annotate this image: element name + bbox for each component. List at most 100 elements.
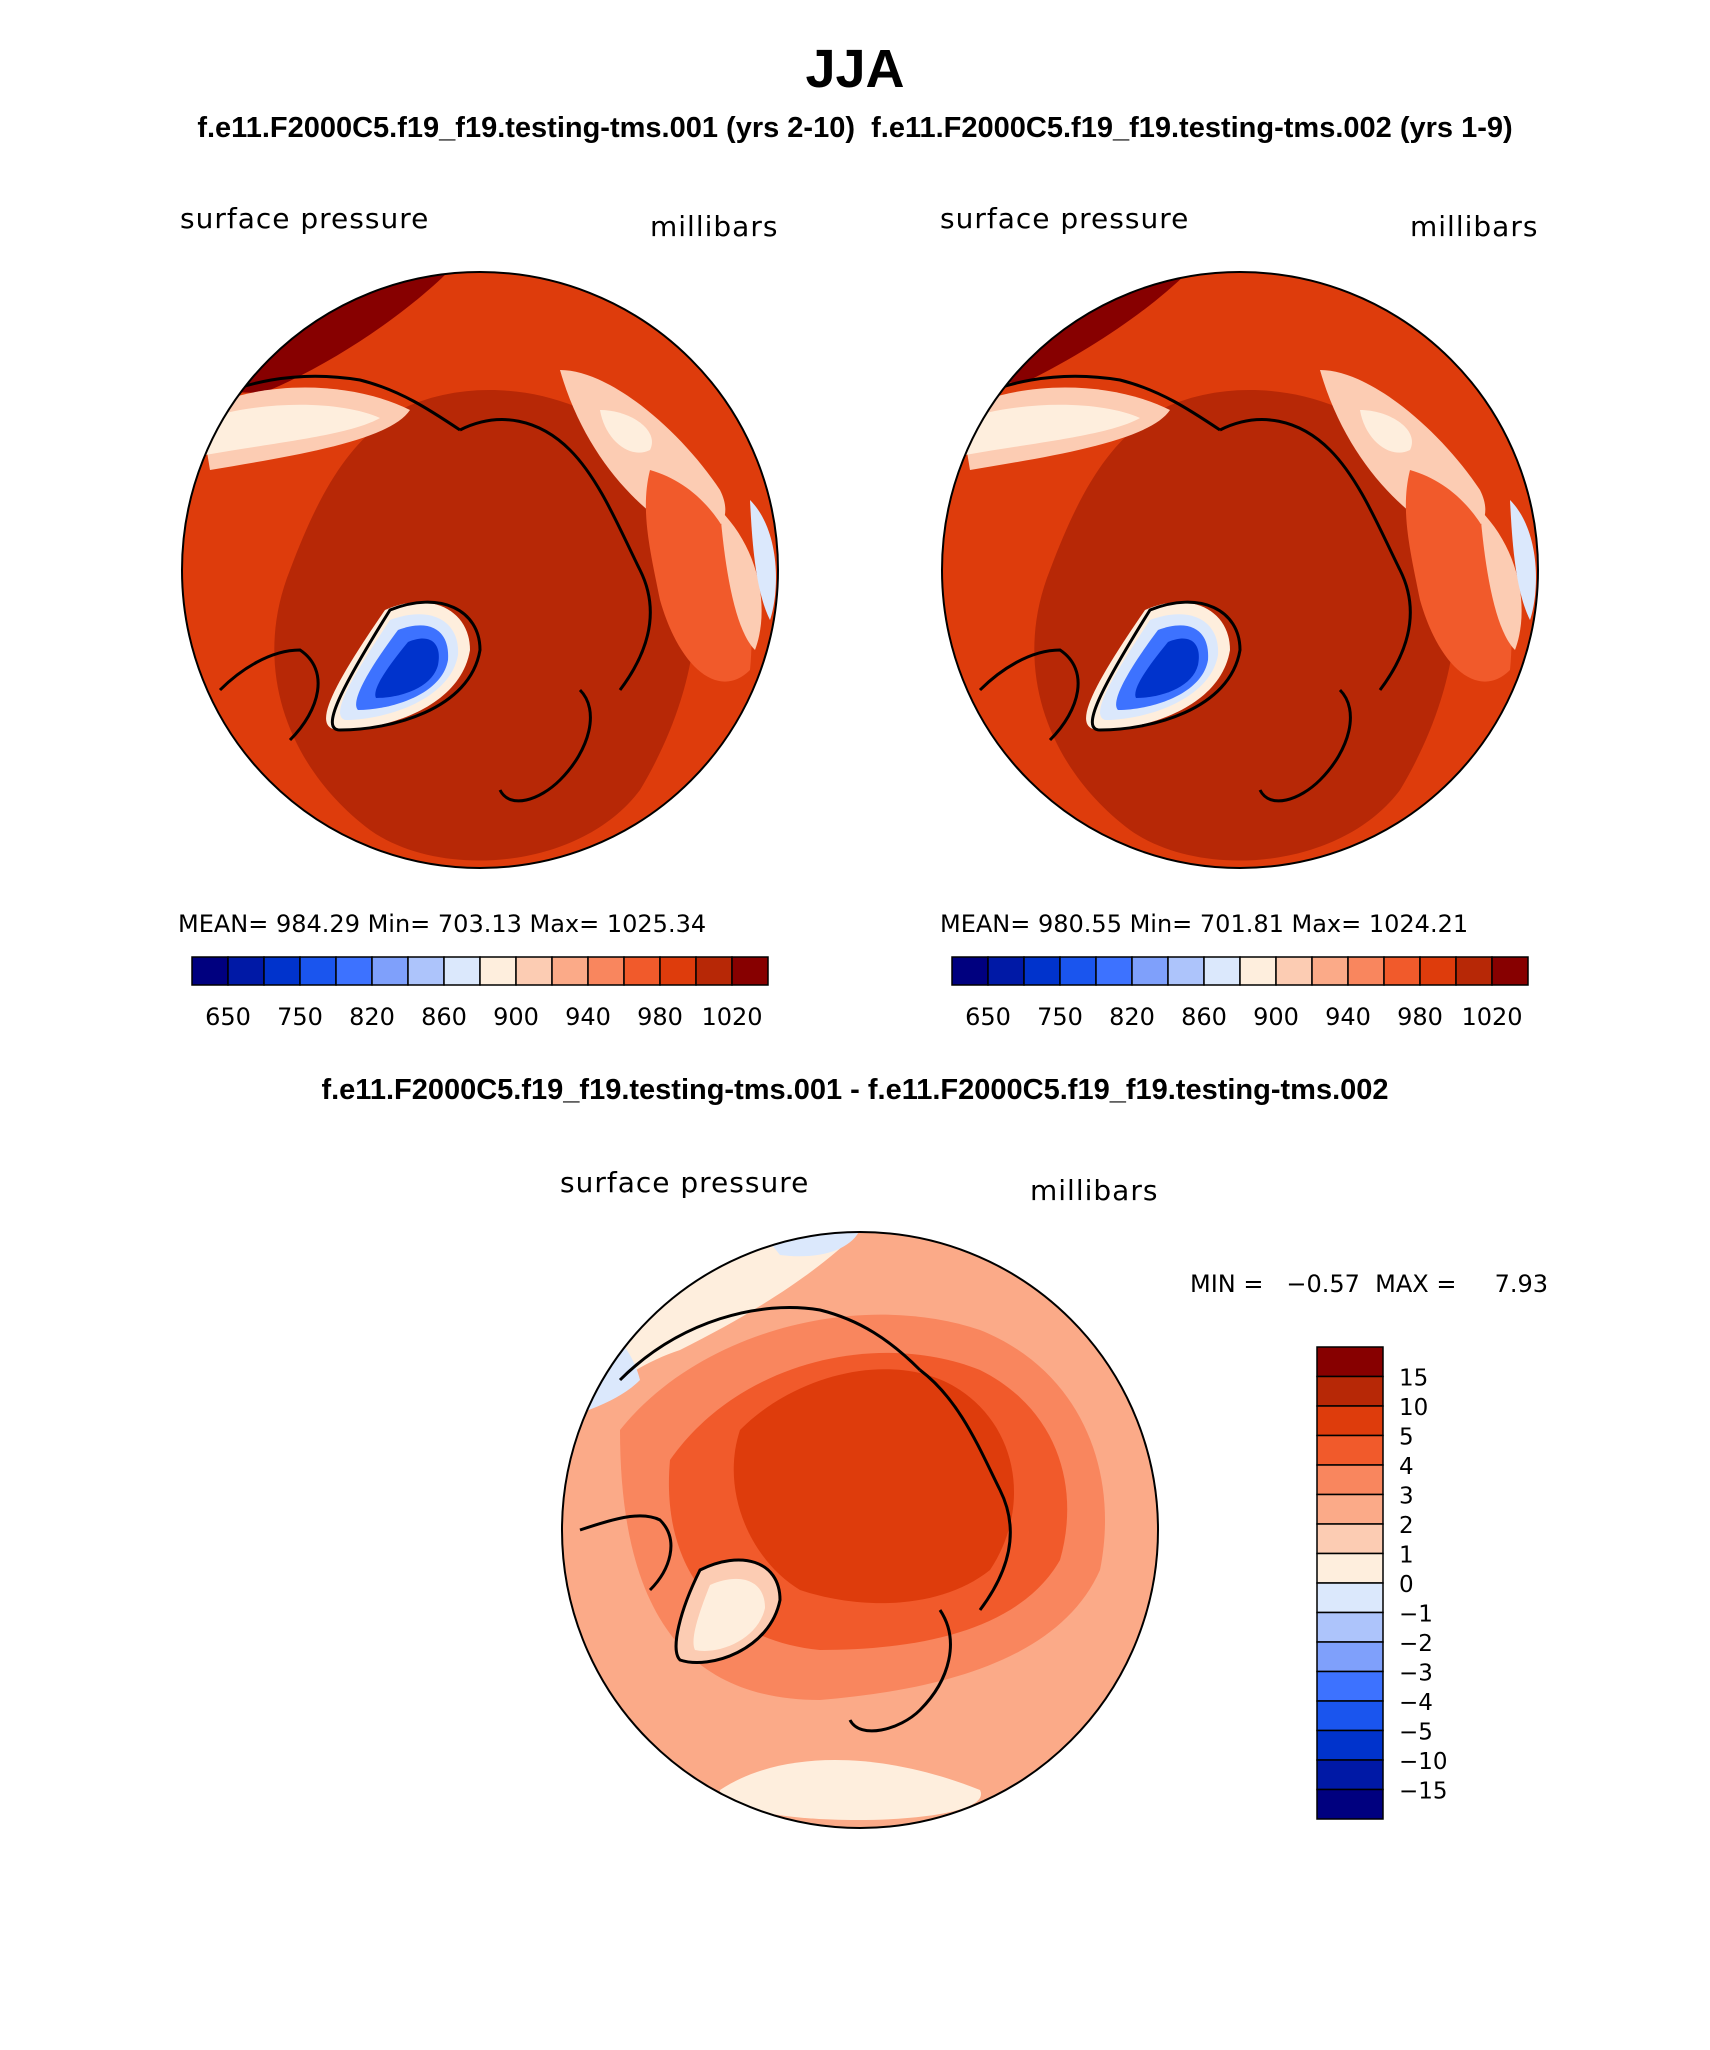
colorbar-cell xyxy=(1316,1464,1384,1496)
colorbar-cell xyxy=(587,956,625,986)
colorbar-tick-label: −3 xyxy=(1399,1661,1433,1687)
colorbar-cell xyxy=(551,956,589,986)
colorbar-tick-label: 0 xyxy=(1399,1572,1414,1598)
colorbar-cell xyxy=(1316,1641,1384,1673)
colorbar-cell xyxy=(1275,956,1313,986)
colorbar-cell xyxy=(623,956,661,986)
colorbar-tick-label: 4 xyxy=(1399,1454,1414,1480)
map-panel-1 xyxy=(181,271,779,869)
colorbar-tick-label: 750 xyxy=(1037,1003,1083,1031)
p1-coastlines xyxy=(189,374,652,803)
colorbar-cell xyxy=(299,956,337,986)
subtitle-left: f.e11.F2000C5.f19_f19.testing-tms.001 (y… xyxy=(197,112,855,144)
panel1-units-label: millibars xyxy=(650,210,779,243)
difference-title: f.e11.F2000C5.f19_f19.testing-tms.001 - … xyxy=(321,1074,1389,1106)
colorbar-tick-label: −10 xyxy=(1399,1749,1448,1775)
colorbar-cell xyxy=(263,956,301,986)
colorbar-tick-label: 860 xyxy=(1181,1003,1227,1031)
colorbar-panel-2: 650 750 820 860 900 940 980 1020 xyxy=(951,956,1529,1031)
panel1-stats: MEAN= 984.29 Min= 703.13 Max= 1025.34 xyxy=(178,910,707,938)
colorbar-cell xyxy=(227,956,265,986)
colorbar-cell xyxy=(951,956,989,986)
colorbar-panel-1: 650 750 820 860 900 940 980 1020 xyxy=(191,956,769,1031)
colorbar-tick-label: −15 xyxy=(1399,1779,1448,1805)
colorbar-tick-label: 900 xyxy=(493,1003,539,1031)
colorbar-tick-label: 650 xyxy=(965,1003,1011,1031)
colorbar-cell xyxy=(1316,1552,1384,1584)
p1-field-central-high xyxy=(274,390,697,861)
colorbar-cell xyxy=(1316,1493,1384,1525)
colorbar-tick-label: 820 xyxy=(1109,1003,1155,1031)
colorbar-cell xyxy=(1419,956,1457,986)
map-panel-difference xyxy=(561,1231,1159,1829)
colorbar-tick-label: 750 xyxy=(277,1003,323,1031)
colorbar-tick-label: 1 xyxy=(1399,1543,1414,1569)
p2-field-e-light xyxy=(1480,510,1522,650)
colorbar-tick-label: 3 xyxy=(1399,1484,1414,1510)
colorbar-tick-label: 2 xyxy=(1399,1513,1414,1539)
colorbar-tick-label: −5 xyxy=(1399,1720,1433,1746)
colorbar-cell xyxy=(1059,956,1097,986)
panel3-units-label: millibars xyxy=(1030,1174,1159,1207)
panel3-minmax: MIN = −0.57 MAX = 7.93 xyxy=(1190,1270,1549,1298)
colorbar-cell xyxy=(1131,956,1169,986)
colorbar-tick-label: 940 xyxy=(1325,1003,1371,1031)
colorbar-tick-label: 10 xyxy=(1399,1395,1428,1421)
colorbar-cell xyxy=(731,956,769,986)
p2-field-ne-pale xyxy=(1360,410,1412,453)
colorbar-cell xyxy=(1167,956,1205,986)
colorbar-cell xyxy=(1491,956,1529,986)
p3-field-core xyxy=(733,1369,1014,1604)
colorbar-tick-label: 650 xyxy=(205,1003,251,1031)
colorbar-cell xyxy=(1316,1405,1384,1437)
colorbar-cell xyxy=(1383,956,1421,986)
colorbar-cell xyxy=(987,956,1025,986)
colorbar-cell xyxy=(1347,956,1385,986)
colorbar-cell xyxy=(1316,1670,1384,1702)
colorbar-cell xyxy=(335,956,373,986)
p1-field-pale-band xyxy=(200,404,380,455)
colorbar-cell xyxy=(1203,956,1241,986)
colorbar-tick-label: 980 xyxy=(637,1003,683,1031)
colorbar-tick-label: 900 xyxy=(1253,1003,1299,1031)
p2-field-greenland-core xyxy=(1135,638,1199,698)
colorbar-tick-label: 15 xyxy=(1399,1366,1428,1392)
p2-field-e-blue xyxy=(1510,500,1536,620)
colorbar-tick-label: −1 xyxy=(1399,1602,1433,1628)
p3-field-greenland-pale xyxy=(693,1578,765,1651)
colorbar-cell xyxy=(659,956,697,986)
colorbar-cell xyxy=(1316,1759,1384,1791)
colorbar-cell xyxy=(515,956,553,986)
colorbar-cell xyxy=(1316,1582,1384,1614)
colorbar-cell xyxy=(695,956,733,986)
colorbar-cell xyxy=(1316,1375,1384,1407)
p3-coastlines xyxy=(579,1306,1012,1733)
p1-field-e-orange xyxy=(645,470,752,682)
subtitle-right: f.e11.F2000C5.f19_f19.testing-tms.002 (y… xyxy=(871,112,1513,144)
colorbar-cell xyxy=(1095,956,1133,986)
p2-field-central-high xyxy=(1034,390,1457,861)
colorbar-cell xyxy=(191,956,229,986)
colorbar-cell xyxy=(1316,1434,1384,1466)
colorbar-cell xyxy=(1316,1729,1384,1761)
panel3-variable-label: surface pressure xyxy=(560,1166,810,1199)
colorbar-tick-label: 5 xyxy=(1399,1425,1414,1451)
panel2-variable-label: surface pressure xyxy=(940,202,1190,235)
colorbar-cell xyxy=(443,956,481,986)
colorbar-tick-label: 980 xyxy=(1397,1003,1443,1031)
figure-title: JJA xyxy=(805,39,905,99)
panel2-units-label: millibars xyxy=(1410,210,1539,243)
colorbar-cell xyxy=(1455,956,1493,986)
p2-field-e-orange xyxy=(1405,470,1512,682)
colorbar-tick-label: 1020 xyxy=(701,1003,762,1031)
colorbar-tick-label: 860 xyxy=(421,1003,467,1031)
colorbar-cell xyxy=(1316,1611,1384,1643)
map-panel-2 xyxy=(941,271,1539,869)
colorbar-cell xyxy=(371,956,409,986)
colorbar-tick-label: 820 xyxy=(349,1003,395,1031)
p1-field-e-blue xyxy=(750,500,776,620)
colorbar-tick-label: −2 xyxy=(1399,1631,1433,1657)
colorbar-cell xyxy=(1311,956,1349,986)
colorbar-cell xyxy=(407,956,445,986)
